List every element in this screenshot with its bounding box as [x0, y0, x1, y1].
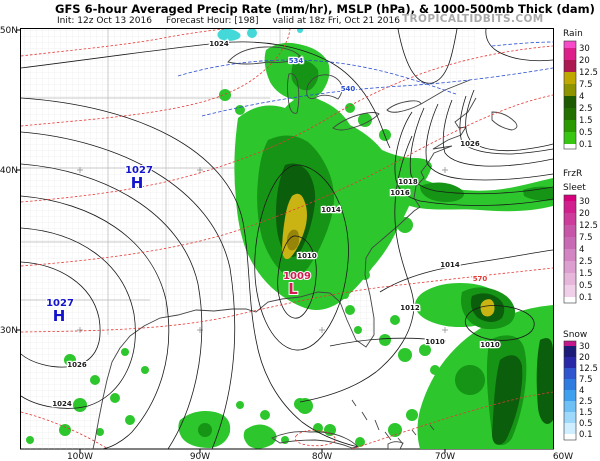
thickness-label: 540 — [341, 85, 356, 93]
lon-label: 60W — [553, 452, 573, 461]
isobar-label: 1010 — [480, 341, 500, 349]
lat-label: 30N — [0, 326, 18, 336]
coastline — [92, 46, 518, 449]
snow-colorbar: 30 20 12.5 7.5 4 2.5 1.5 0.5 0.1 — [563, 340, 598, 441]
svg-text:7.5: 7.5 — [579, 80, 593, 90]
init-time: Init: 12z Oct 13 2016 — [57, 16, 152, 26]
svg-text:7.5: 7.5 — [579, 233, 593, 243]
svg-text:0.1: 0.1 — [579, 293, 593, 303]
svg-text:20: 20 — [579, 353, 590, 363]
legend-title-frzr: FrzR — [563, 169, 582, 179]
snow-scale-values: 30 20 12.5 7.5 4 2.5 1.5 0.5 0.1 — [579, 342, 598, 440]
thickness-contours-cold — [177, 41, 553, 117]
high-value: 1027 — [46, 298, 74, 309]
high-symbol: H — [131, 174, 144, 192]
map-title: GFS 6-hour Averaged Precip Rate (mm/hr),… — [55, 2, 595, 16]
svg-text:20: 20 — [579, 209, 590, 219]
svg-text:0.1: 0.1 — [579, 430, 593, 440]
svg-text:12.5: 12.5 — [579, 68, 598, 78]
axis-ticks — [16, 29, 446, 453]
legend-title-snow: Snow — [563, 330, 587, 340]
pressure-markers: 1027 H 1027 H 1009 L — [45, 164, 312, 326]
precip-cyan-layer — [217, 29, 303, 41]
isobar-label: 1012 — [400, 304, 420, 312]
precip-heaviest-layer — [286, 229, 300, 251]
isobar-label: 1026 — [460, 140, 480, 148]
isobar-label: 1024 — [209, 40, 229, 48]
legend-title-rain: Rain — [563, 29, 583, 39]
svg-text:30: 30 — [579, 197, 590, 207]
legend: Rain 30 20 12.5 7.5 4 2.5 — [563, 29, 598, 441]
svg-text:2.5: 2.5 — [579, 257, 593, 267]
svg-text:20: 20 — [579, 56, 590, 66]
isobar-label: 1010 — [425, 338, 445, 346]
svg-text:2.5: 2.5 — [579, 104, 593, 114]
high-value: 1027 — [125, 165, 153, 176]
lon-label: 100W — [67, 452, 93, 461]
lon-label: 90W — [190, 452, 210, 461]
isobar-labels: 1024 1026 1018 1016 1026 1024 1014 1010 … — [51, 39, 501, 410]
svg-text:1.5: 1.5 — [579, 408, 593, 418]
svg-text:0.5: 0.5 — [579, 419, 593, 429]
valid-time: valid at 18z Fri, Oct 21 2016 — [272, 16, 400, 26]
lon-label: 80W — [312, 452, 332, 461]
svg-text:12.5: 12.5 — [579, 221, 598, 231]
svg-text:4: 4 — [579, 245, 584, 255]
isobar-label: 1024 — [52, 400, 72, 408]
sleet-scale-values: 30 20 12.5 7.5 4 2.5 1.5 0.5 0.1 — [579, 197, 598, 303]
svg-text:2.5: 2.5 — [579, 397, 593, 407]
rain-colorbar: 30 20 12.5 7.5 4 2.5 1.5 0.5 0.1 — [563, 40, 598, 150]
svg-text:1.5: 1.5 — [579, 269, 593, 279]
svg-text:0.5: 0.5 — [579, 128, 593, 138]
low-value: 1009 — [283, 271, 311, 282]
high-symbol: H — [53, 307, 66, 325]
legend-title-sleet: Sleet — [563, 183, 586, 193]
isobar-contours — [21, 29, 553, 449]
rain-scale-values: 30 20 12.5 7.5 4 2.5 1.5 0.5 0.1 — [579, 44, 598, 150]
svg-text:7.5: 7.5 — [579, 375, 593, 385]
lat-label: 50N — [0, 26, 18, 36]
svg-text:0.5: 0.5 — [579, 281, 593, 291]
svg-text:30: 30 — [579, 342, 590, 352]
isobar-label: 1026 — [67, 361, 87, 369]
svg-text:4: 4 — [579, 92, 584, 102]
forecast-hour: Forecast Hour: [198] — [165, 16, 259, 26]
svg-text:12.5: 12.5 — [579, 364, 598, 374]
thickness-contours-warm — [21, 29, 553, 449]
thickness-label: 534 — [289, 57, 304, 65]
svg-text:30: 30 — [579, 44, 590, 54]
isobar-label: 1014 — [321, 206, 341, 214]
lon-label: 70W — [435, 452, 455, 461]
svg-text:1.5: 1.5 — [579, 116, 593, 126]
longitude-labels: 100W 90W 80W 70W 60W — [67, 452, 573, 461]
svg-text:4: 4 — [579, 386, 584, 396]
map-subtitle: Init: 12z Oct 13 2016 Forecast Hour: [198… — [57, 16, 414, 26]
svg-text:0.1: 0.1 — [579, 140, 593, 150]
sleet-colorbar: 30 20 12.5 7.5 4 2.5 1.5 0.5 0.1 — [563, 194, 598, 304]
isobar-label: 1016 — [390, 189, 410, 197]
latitude-labels: 50N 40N 30N — [0, 26, 18, 336]
lat-label: 40N — [0, 166, 18, 176]
thickness-labels-blue: 534 540 — [287, 56, 356, 95]
isobar-label: 1014 — [440, 261, 460, 269]
thickness-label: 570 — [473, 275, 488, 283]
low-symbol: L — [288, 280, 298, 298]
tropicaltidbits-watermark: TROPICALTIDBITS.COM — [402, 13, 544, 25]
isobar-label: 1010 — [297, 252, 317, 260]
thickness-labels-red: 570 — [471, 274, 488, 285]
isobar-label: 1018 — [398, 178, 418, 186]
